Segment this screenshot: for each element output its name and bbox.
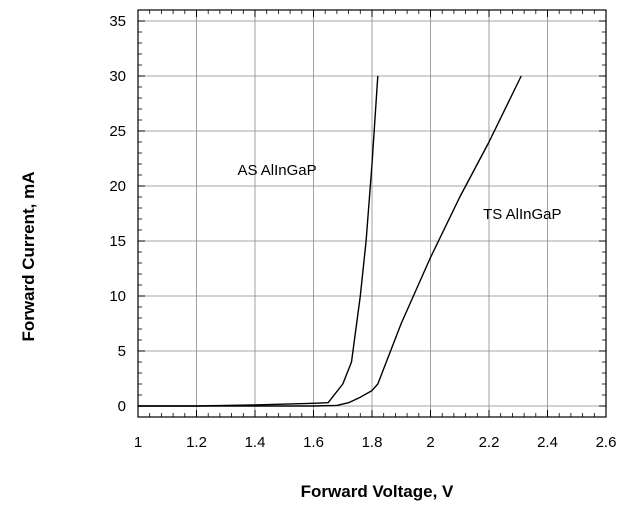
x-tick-label-0: 1: [134, 434, 142, 451]
y-tick-label-7: 35: [109, 13, 126, 30]
y-tick-label-6: 30: [109, 68, 126, 85]
x-tick-labels: 1 1.2 1.4 1.6 1.8 2 2.2 2.4 2.6: [134, 434, 617, 451]
x-axis-title: Forward Voltage, V: [301, 482, 454, 501]
y-tick-label-2: 10: [109, 288, 126, 305]
y-tick-label-5: 25: [109, 123, 126, 140]
series-lines: [138, 75, 522, 407]
x-tick-label-1: 1.2: [186, 434, 207, 451]
grid-lines: [138, 10, 606, 417]
series-line-0: [138, 75, 379, 407]
x-tick-label-5: 2: [426, 434, 434, 451]
y-tick-labels: 0 5 10 15 20 25 30 35: [109, 13, 126, 415]
annotation-label-1: TS AlInGaP: [483, 206, 561, 223]
x-tick-label-8: 2.6: [596, 434, 617, 451]
plot-frame: [137, 9, 607, 418]
y-tick-label-1: 5: [118, 343, 126, 360]
series-line-1: [138, 75, 522, 407]
y-tick-label-0: 0: [118, 398, 126, 415]
annotations: AS AlInGaP TS AlInGaP: [237, 162, 561, 223]
annotation-label-0: AS AlInGaP: [237, 162, 316, 179]
x-tick-label-4: 1.8: [362, 434, 383, 451]
x-tick-label-7: 2.4: [537, 434, 558, 451]
y-tick-label-4: 20: [109, 178, 126, 195]
x-tick-label-2: 1.4: [245, 434, 266, 451]
y-axis-title: Forward Current, mA: [19, 171, 38, 341]
x-tick-label-3: 1.6: [303, 434, 324, 451]
y-tick-label-3: 15: [109, 233, 126, 250]
x-tick-label-6: 2.2: [479, 434, 500, 451]
